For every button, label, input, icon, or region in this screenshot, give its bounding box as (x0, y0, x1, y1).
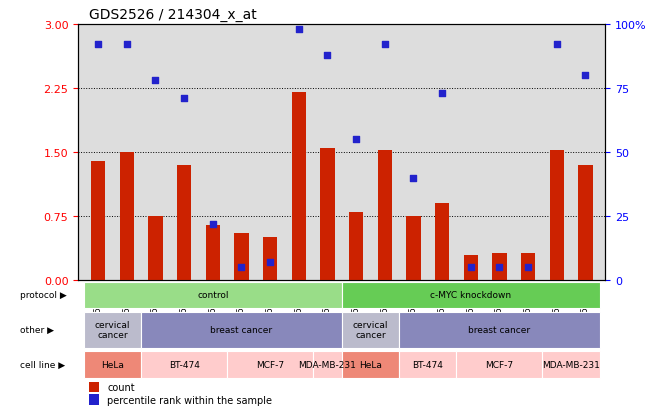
Point (551, 42, 562, 49)
FancyBboxPatch shape (84, 312, 141, 348)
Bar (292, 93, 306, 280)
Bar (89, 394, 99, 405)
Point (294, 26, 304, 33)
Bar (492, 253, 506, 280)
FancyBboxPatch shape (141, 351, 227, 378)
Bar (177, 166, 191, 280)
FancyBboxPatch shape (399, 351, 456, 378)
Text: count: count (107, 382, 135, 392)
Text: breast cancer: breast cancer (210, 325, 273, 335)
Point (265, 259, 275, 266)
Bar (378, 151, 392, 280)
Point (523, 264, 533, 271)
Bar (120, 153, 134, 280)
Point (150, 78, 161, 84)
Bar (320, 148, 335, 280)
Text: cervical
cancer: cervical cancer (95, 320, 130, 339)
Text: cervical
cancer: cervical cancer (353, 320, 388, 339)
Point (351, 137, 361, 143)
Bar (464, 255, 478, 280)
Text: MDA-MB-231: MDA-MB-231 (542, 360, 600, 369)
FancyBboxPatch shape (342, 312, 399, 348)
Text: HeLa: HeLa (101, 360, 124, 369)
Bar (406, 216, 421, 280)
FancyBboxPatch shape (84, 282, 342, 308)
Point (380, 42, 390, 49)
Text: MDA-MB-231: MDA-MB-231 (299, 360, 356, 369)
FancyBboxPatch shape (399, 312, 600, 348)
Bar (148, 216, 163, 280)
Text: GDS2526 / 214304_x_at: GDS2526 / 214304_x_at (89, 8, 256, 22)
Bar (234, 234, 249, 280)
FancyBboxPatch shape (227, 351, 313, 378)
Point (122, 42, 132, 49)
Bar (206, 225, 220, 280)
Point (179, 96, 189, 102)
Point (93, 42, 104, 49)
Point (322, 52, 333, 59)
Text: MCF-7: MCF-7 (256, 360, 284, 369)
Text: control: control (197, 291, 229, 299)
Text: HeLa: HeLa (359, 360, 382, 369)
Point (494, 264, 505, 271)
Bar (435, 204, 449, 280)
FancyBboxPatch shape (84, 351, 141, 378)
Bar (549, 151, 564, 280)
Text: breast cancer: breast cancer (468, 325, 531, 335)
Text: MCF-7: MCF-7 (486, 360, 514, 369)
Text: c-MYC knockdown: c-MYC knockdown (430, 291, 511, 299)
FancyBboxPatch shape (456, 351, 542, 378)
Bar (89, 382, 99, 392)
Bar (521, 253, 535, 280)
Point (580, 73, 590, 79)
Text: BT-474: BT-474 (412, 360, 443, 369)
Point (465, 264, 476, 271)
Bar (578, 166, 592, 280)
Point (408, 175, 419, 182)
Text: cell line ▶: cell line ▶ (20, 360, 65, 369)
Text: protocol ▶: protocol ▶ (20, 291, 67, 299)
Bar (91, 161, 105, 280)
Point (208, 221, 218, 228)
Text: BT-474: BT-474 (169, 360, 200, 369)
Bar (263, 238, 277, 280)
FancyBboxPatch shape (342, 282, 600, 308)
FancyBboxPatch shape (542, 351, 600, 378)
Text: percentile rank within the sample: percentile rank within the sample (107, 395, 272, 405)
Point (236, 264, 247, 271)
Bar (349, 212, 363, 280)
FancyBboxPatch shape (313, 351, 342, 378)
Point (437, 90, 447, 97)
FancyBboxPatch shape (141, 312, 342, 348)
FancyBboxPatch shape (342, 351, 399, 378)
Text: other ▶: other ▶ (20, 325, 54, 335)
